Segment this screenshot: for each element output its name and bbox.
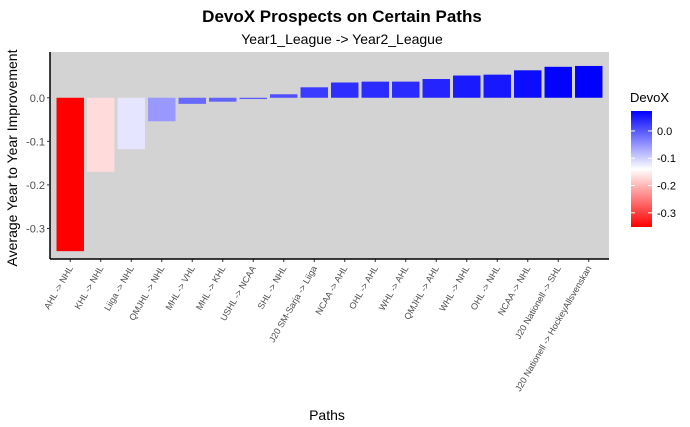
x-tick-label: AHL -> NHL xyxy=(42,264,75,311)
legend-tick-label: -0.2 xyxy=(657,181,676,193)
bar xyxy=(575,65,603,98)
x-axis-label: Paths xyxy=(309,407,345,423)
bar xyxy=(56,97,84,252)
bar xyxy=(239,97,267,100)
bar xyxy=(361,81,389,98)
bar xyxy=(209,97,237,102)
x-tick-label: KHL -> NHL xyxy=(73,264,106,311)
x-tick-label: SHL -> NHL xyxy=(256,264,289,311)
x-tick-label: MHL -> VHL xyxy=(164,264,197,312)
bar xyxy=(483,74,511,98)
bar xyxy=(514,70,542,98)
y-tick-label: -0.3 xyxy=(26,223,45,235)
bar xyxy=(453,75,481,98)
x-tick-label: WHL -> NHL xyxy=(437,264,471,313)
y-axis-label: Average Year to Year Improvement xyxy=(4,49,20,266)
bar xyxy=(300,87,328,98)
y-tick-label: -0.1 xyxy=(26,136,45,148)
legend-tick-label: 0.0 xyxy=(657,126,672,138)
chart-subtitle: Year1_League -> Year2_League xyxy=(241,31,443,47)
bars xyxy=(56,65,603,252)
legend-title: DevoX xyxy=(630,90,669,105)
bar xyxy=(544,66,572,98)
bar xyxy=(392,81,420,98)
x-tick-label: OHL -> NHL xyxy=(469,264,502,312)
legend: DevoX 0.0 -0.1 -0.2 -0.3 xyxy=(630,90,676,227)
x-tick-label: MHL -> KHL xyxy=(194,264,227,312)
bar xyxy=(270,94,298,98)
y-tick-label: -0.2 xyxy=(26,180,45,192)
bar xyxy=(178,97,206,104)
bar xyxy=(87,97,115,172)
x-tick-label: NCAA -> AHL xyxy=(313,264,349,316)
chart-title: DevoX Prospects on Certain Paths xyxy=(202,7,482,26)
y-axis: 0.0 -0.1 -0.2 -0.3 xyxy=(26,52,51,259)
bar xyxy=(422,79,450,98)
legend-tick-label: -0.1 xyxy=(657,153,676,165)
bar xyxy=(331,82,359,98)
x-tick-label: Liiga -> NHL xyxy=(102,264,136,313)
y-tick-label: 0.0 xyxy=(30,93,45,105)
x-tick-label: OHL -> AHL xyxy=(347,264,380,311)
legend-colorbar xyxy=(631,111,652,227)
legend-tick-label: -0.3 xyxy=(657,208,676,220)
x-tick-label: WHL -> AHL xyxy=(377,264,411,312)
x-tick-label: NCAA -> NHL xyxy=(496,264,533,317)
bar xyxy=(117,97,145,150)
bar xyxy=(148,97,176,122)
